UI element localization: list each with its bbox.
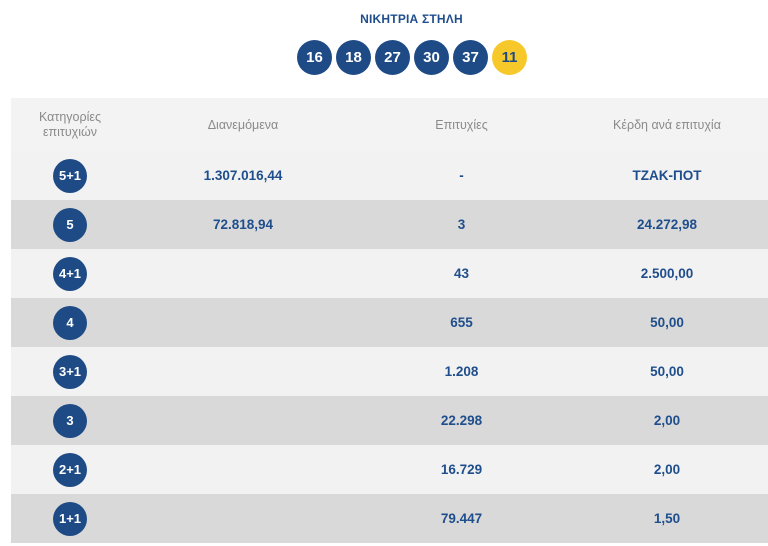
prize-cell: 50,00 bbox=[650, 315, 684, 330]
winning-number-ball: 27 bbox=[375, 40, 410, 75]
winners-cell: 22.298 bbox=[440, 413, 483, 428]
prize-cell: 2,00 bbox=[653, 462, 681, 477]
header-winners: Επιτυχίες bbox=[435, 117, 488, 132]
winners-cell: - bbox=[459, 168, 464, 183]
winners-cell: 655 bbox=[450, 315, 473, 330]
table-row: 3 22.298 2,00 bbox=[11, 396, 768, 445]
table-row: 2+1 16.729 2,00 bbox=[11, 445, 768, 494]
winning-number-ball: 18 bbox=[336, 40, 371, 75]
distributed-cell: 1.307.016,44 bbox=[203, 168, 283, 183]
prize-cell: 50,00 bbox=[650, 364, 684, 379]
winning-number-ball: 30 bbox=[414, 40, 449, 75]
category-badge: 3+1 bbox=[53, 354, 87, 389]
prize-cell: 24.272,98 bbox=[636, 217, 698, 232]
table-header: Κατηγορίες επιτυχιών Διανεμόμενα Επιτυχί… bbox=[11, 98, 768, 151]
winning-line-title: ΝΙΚΗΤΡΙΑ ΣΤΗΛΗ bbox=[360, 12, 463, 26]
category-badge: 4 bbox=[53, 305, 87, 340]
winners-cell: 1.208 bbox=[444, 364, 479, 379]
table-row: 5 72.818,94 3 24.272,98 bbox=[11, 200, 768, 249]
winning-number-ball: 16 bbox=[297, 40, 332, 75]
header-category: Κατηγορίες επιτυχιών bbox=[39, 109, 101, 139]
winning-numbers: 16 18 27 30 37 11 bbox=[297, 40, 527, 75]
header-distributed: Διανεμόμενα bbox=[207, 117, 279, 132]
winning-number-ball: 37 bbox=[453, 40, 488, 75]
category-badge: 3 bbox=[53, 403, 87, 438]
distributed-cell: 72.818,94 bbox=[212, 217, 274, 232]
category-badge: 5 bbox=[53, 207, 87, 242]
table-row: 4+1 43 2.500,00 bbox=[11, 249, 768, 298]
winners-cell: 3 bbox=[457, 217, 466, 232]
winners-cell: 79.447 bbox=[440, 511, 483, 526]
table-row: 1+1 79.447 1,50 bbox=[11, 494, 768, 543]
header-prize: Κέρδη ανά επιτυχία bbox=[613, 117, 721, 132]
prize-table: Κατηγορίες επιτυχιών Διανεμόμενα Επιτυχί… bbox=[11, 98, 768, 543]
prize-cell: ΤΖΑΚ-ΠΟΤ bbox=[632, 168, 702, 183]
category-badge: 5+1 bbox=[53, 158, 87, 193]
table-row: 3+1 1.208 50,00 bbox=[11, 347, 768, 396]
category-badge: 1+1 bbox=[53, 501, 87, 536]
bonus-number-ball: 11 bbox=[492, 40, 527, 75]
winners-cell: 16.729 bbox=[440, 462, 483, 477]
category-badge: 4+1 bbox=[53, 256, 87, 291]
prize-cell: 1,50 bbox=[653, 511, 681, 526]
table-row: 5+1 1.307.016,44 - ΤΖΑΚ-ΠΟΤ bbox=[11, 151, 768, 200]
winners-cell: 43 bbox=[453, 266, 470, 281]
prize-cell: 2.500,00 bbox=[640, 266, 694, 281]
table-row: 4 655 50,00 bbox=[11, 298, 768, 347]
category-badge: 2+1 bbox=[53, 452, 87, 487]
prize-cell: 2,00 bbox=[653, 413, 681, 428]
